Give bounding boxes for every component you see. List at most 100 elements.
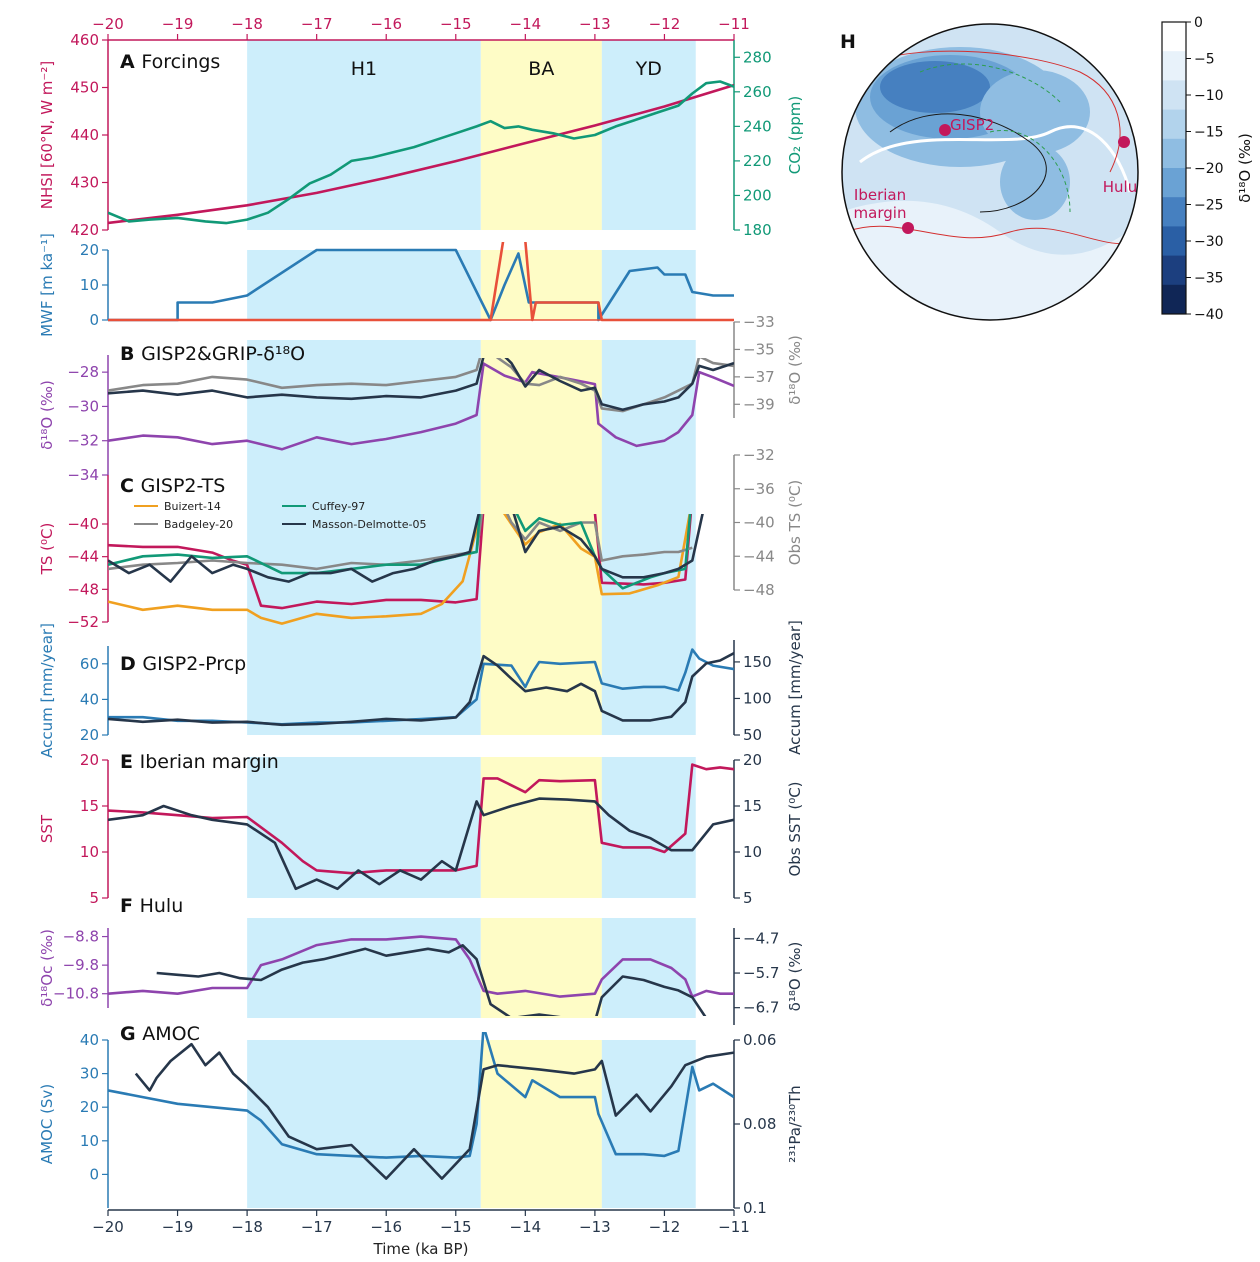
- tick-label: −35: [743, 340, 775, 358]
- colorbar-swatch: [1162, 109, 1186, 140]
- band-label-ba: BA: [528, 58, 554, 80]
- colorbar-swatch: [1162, 138, 1186, 169]
- axis-left-panel-5: 5 10 15 20 SST: [38, 751, 109, 907]
- panel-gap: [108, 898, 734, 918]
- tick-label: 0.08: [743, 1115, 776, 1133]
- site-marker-iberian-margin: [902, 222, 914, 234]
- site-label-line: margin: [854, 204, 907, 222]
- axis-left-panel-0: 420 430 440 450 460 NHSI [60°N, W m⁻²]: [38, 31, 109, 239]
- legend-label: Badgeley-20: [164, 518, 233, 531]
- axis-right-panel-5: 5 10 15 20 Obs SST (⁰C): [733, 751, 804, 907]
- tick-label: −14: [510, 15, 542, 33]
- axis-label: Accum [mm/year]: [38, 623, 56, 758]
- tick-label: 20: [80, 726, 99, 744]
- map-dashed-contour: [919, 63, 1061, 103]
- panel-title-text: GISP2-Prcp: [142, 653, 246, 675]
- tick-label: −16: [370, 15, 402, 33]
- colorbar-tick-label: −25: [1194, 198, 1224, 214]
- band-label-yd: YD: [635, 58, 662, 80]
- axis-right-panel-7: 0.06 0.08 0.1 ²³¹Pa/²³⁰Th: [733, 1031, 804, 1217]
- tick-label: −18: [231, 15, 263, 33]
- tick-label: 30: [80, 1065, 99, 1083]
- colorbar-swatch: [1162, 226, 1186, 257]
- panel-gap: [108, 1018, 734, 1040]
- colorbar-label: δ¹⁸O (‰): [1236, 133, 1254, 203]
- tick-label: 450: [70, 79, 99, 97]
- site-label: Iberian margin: [854, 186, 907, 222]
- colorbar-tick-label: −10: [1194, 88, 1224, 104]
- tick-label: 60: [80, 655, 99, 673]
- site-marker-hulu: [1118, 136, 1130, 148]
- site-label-line: Iberian: [854, 186, 906, 204]
- axis-label: Accum [mm/year]: [786, 620, 804, 755]
- tick-label: 420: [70, 221, 99, 239]
- tick-label: −40: [743, 514, 775, 532]
- tick-label: −37: [743, 368, 775, 386]
- panel-title: C GISP2-TS: [120, 475, 225, 497]
- axis-right-panel-4: 50 100 150 Accum [mm/year]: [733, 620, 804, 755]
- tick-label: 15: [80, 797, 99, 815]
- tick-label: −15: [440, 15, 472, 33]
- series-model-amoc: [108, 1032, 734, 1159]
- series-obs-sst: [108, 797, 734, 891]
- panel-gap: [108, 320, 734, 340]
- series-obs-pa-th: [134, 1042, 734, 1180]
- axis-left-panel-6: −10.8 −9.8 −8.8 δ¹⁸Oc (‰): [38, 928, 109, 1008]
- tick-label: 100: [743, 689, 772, 707]
- map-zone: [1000, 144, 1070, 220]
- tick-label: 240: [743, 117, 772, 135]
- map-landmask: [889, 113, 1047, 213]
- panel-title: G AMOC: [120, 1023, 200, 1045]
- tick-label: −19: [162, 1218, 194, 1236]
- tick-label: 460: [70, 31, 99, 49]
- tick-label: −12: [649, 1218, 681, 1236]
- axis-left-panel-3: −52 −48 −44 −40 TS (⁰C): [38, 475, 109, 631]
- series-obs-o: [156, 943, 707, 1016]
- site-marker-gisp2: [939, 124, 951, 136]
- tick-label: −9.8: [63, 956, 99, 974]
- colorbar-tick-label: −5: [1194, 52, 1215, 68]
- panel-title-text: AMOC: [142, 1023, 200, 1045]
- tick-label: 10: [743, 843, 762, 861]
- axis-label: MWF [m ka⁻¹]: [38, 233, 56, 337]
- panel-letter: E: [120, 751, 140, 773]
- legend-label: Buizert-14: [164, 500, 221, 513]
- axis-left-panel-2: −34 −32 −30 −28 δ¹⁸O (‰): [38, 355, 109, 484]
- panel-letter-h: H: [840, 31, 856, 53]
- colorbar-swatch: [1162, 284, 1186, 315]
- panel-letter: D: [120, 653, 142, 675]
- panel-title: E Iberian margin: [120, 751, 279, 773]
- tick-label: 40: [80, 690, 99, 708]
- map-contour: [859, 125, 1132, 193]
- colorbar-tick-label: −40: [1194, 307, 1224, 323]
- map-coast: [844, 225, 1138, 245]
- axis-label: Obs TS (⁰C): [786, 480, 804, 566]
- bottom-time-axis: −20 −19 −18 −17 −16 −15 −14 −13 −12 −11 Time (ka B…: [92, 1209, 750, 1258]
- colorbar-tick-label: −20: [1194, 161, 1224, 177]
- series-nhsi: [108, 83, 734, 225]
- map-zone: [980, 70, 1090, 154]
- colorbar-tick-label: −30: [1194, 234, 1224, 250]
- axis-right-panel-6: −6.7 −5.7 −4.7 δ¹⁸O (‰): [733, 928, 804, 1025]
- tick-label: 10: [80, 1132, 99, 1150]
- panel-title-text: Forcings: [141, 51, 220, 73]
- panel-title: A Forcings: [120, 51, 220, 73]
- tick-label: −4.7: [743, 929, 779, 947]
- panel-letter: B: [120, 343, 141, 365]
- tick-label: −16: [370, 1218, 402, 1236]
- axis-label: TS (⁰C): [38, 523, 56, 576]
- legend-label: Cuffey-97: [312, 500, 365, 513]
- tick-label: −5.7: [743, 964, 779, 982]
- series-buizert-14: [108, 514, 692, 625]
- panel-letter: C: [120, 475, 141, 497]
- tick-label: −39: [743, 395, 775, 413]
- panel-title-text: Iberian margin: [140, 751, 279, 773]
- axis-label: ²³¹Pa/²³⁰Th: [786, 1085, 804, 1162]
- tick-label: 0: [89, 1165, 99, 1183]
- panel-title: B GISP2&GRIP-δ¹⁸O: [120, 343, 305, 365]
- tick-label: −11: [718, 15, 750, 33]
- tick-label: −17: [301, 1218, 333, 1236]
- time-axes: −20 −19 −18 −17 −16 −15 −14 −13 −12 −11−20 −19 −18−…: [92, 15, 750, 1258]
